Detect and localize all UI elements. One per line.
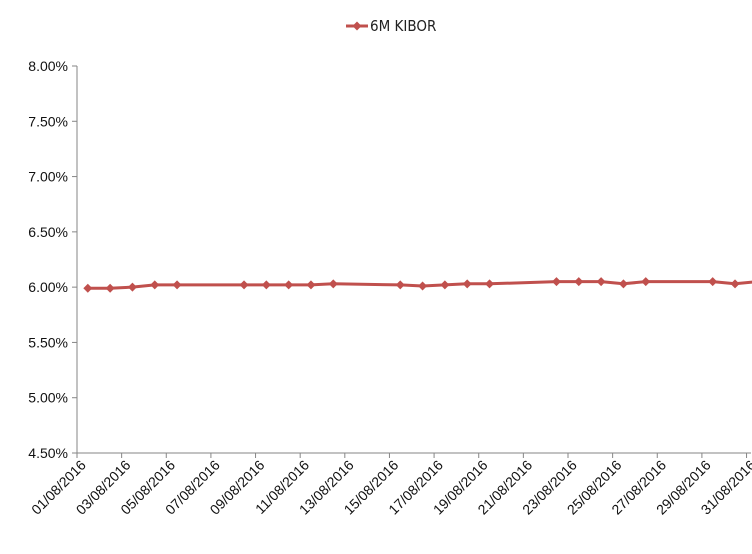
legend-label: 6M KIBOR xyxy=(370,17,436,35)
y-axis-ticks: 4.50% 5.00% 5.50% 6.00% 6.50% 7.00% 7.50% 8.00% xyxy=(28,58,77,461)
data-point xyxy=(239,280,249,290)
data-point xyxy=(418,281,428,291)
y-tick-label: 6.50% xyxy=(28,224,68,240)
data-point xyxy=(172,280,182,290)
y-tick-label: 5.50% xyxy=(28,334,68,350)
legend: 6M KIBOR xyxy=(346,17,436,35)
y-tick-label: 7.00% xyxy=(28,169,68,185)
data-point xyxy=(708,277,718,287)
data-point xyxy=(306,280,316,290)
data-point xyxy=(105,283,115,293)
data-point xyxy=(83,283,93,293)
y-tick-label: 6.00% xyxy=(28,279,68,295)
y-tick-label: 8.00% xyxy=(28,58,68,74)
data-point xyxy=(641,277,651,287)
y-tick-label: 4.50% xyxy=(28,445,68,461)
data-point xyxy=(485,279,495,289)
series-6m-kibor xyxy=(83,277,752,293)
data-point xyxy=(596,277,606,287)
data-point xyxy=(284,280,294,290)
data-point xyxy=(551,277,561,287)
data-point xyxy=(618,279,628,289)
data-point xyxy=(730,279,740,289)
y-tick-label: 5.00% xyxy=(28,390,68,406)
data-point xyxy=(127,282,137,292)
y-tick-label: 7.50% xyxy=(28,113,68,129)
data-point xyxy=(328,279,338,289)
data-point xyxy=(150,280,160,290)
data-point xyxy=(395,280,405,290)
data-point xyxy=(261,280,271,290)
legend-diamond-icon xyxy=(352,21,362,31)
axes xyxy=(76,66,751,454)
x-axis-ticks: 01/08/201603/08/201605/08/201607/08/2016… xyxy=(28,453,752,518)
data-point xyxy=(462,279,472,289)
data-point xyxy=(574,277,584,287)
data-point xyxy=(440,280,450,290)
